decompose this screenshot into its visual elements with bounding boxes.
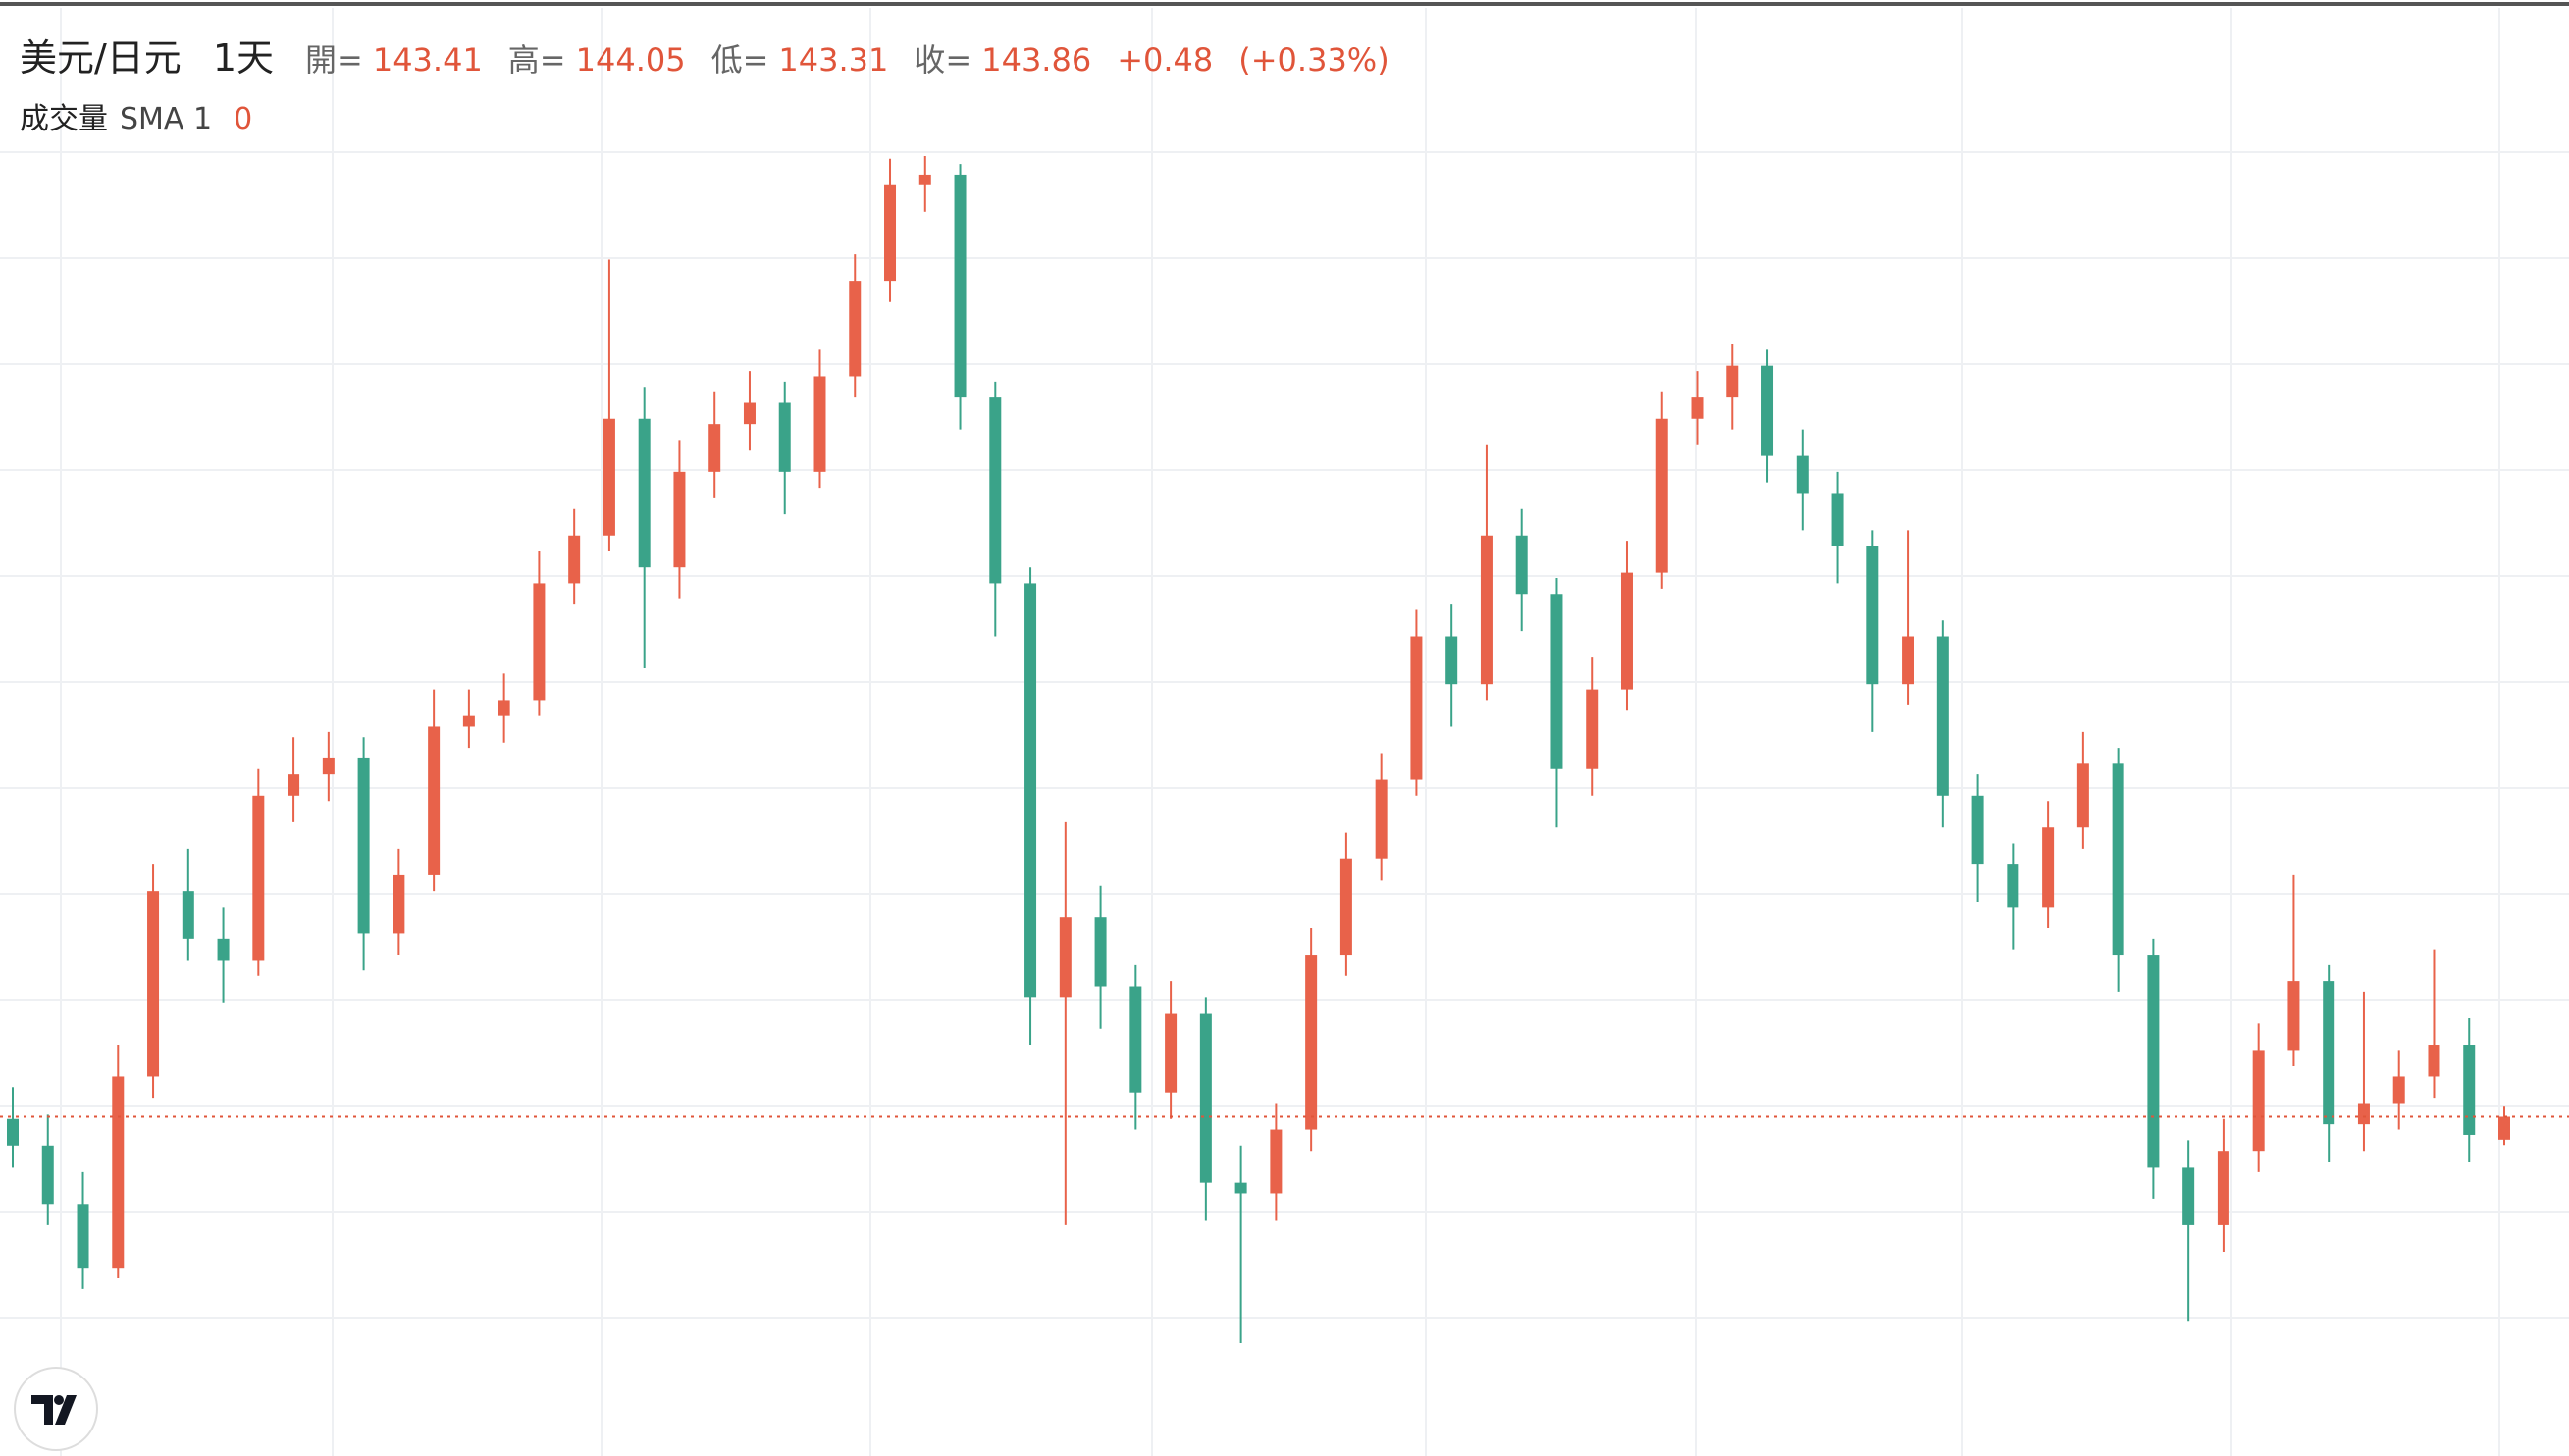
candle-body [1796, 455, 1809, 494]
candle-body [2287, 981, 2300, 1051]
candle-body [147, 891, 160, 1077]
change-pct: (+0.33%) [1238, 41, 1389, 78]
candle-body [217, 938, 230, 961]
candle-body [393, 874, 405, 934]
candle-body [357, 757, 370, 934]
candle-body [1059, 917, 1072, 998]
candle-body [2112, 763, 2124, 956]
candle-body [1971, 795, 1984, 865]
candle-body [533, 583, 546, 701]
high-label: 高= [507, 41, 566, 78]
candle-body [1305, 955, 1318, 1130]
candle-body [1726, 365, 1739, 398]
candle-body [954, 174, 967, 398]
candle-body [1094, 917, 1107, 987]
candle-body [428, 726, 441, 875]
candle-body [2357, 1103, 2370, 1125]
candle-body [1270, 1129, 1283, 1194]
candle-body [1515, 535, 1528, 595]
candle-body [77, 1204, 89, 1269]
candle-body [2323, 981, 2335, 1125]
candle-body [1480, 535, 1493, 685]
candle-body [673, 471, 686, 568]
volume-value: 0 [234, 102, 253, 136]
candle-body [288, 774, 300, 796]
candle-body [1586, 689, 1599, 769]
candle-body [1339, 858, 1352, 956]
candle-body [112, 1076, 125, 1269]
grid [0, 8, 2569, 1456]
candle-body [2182, 1167, 2195, 1225]
candle-body [1655, 418, 1668, 573]
candle-body [603, 418, 615, 536]
candle-body [1866, 546, 1879, 685]
candle-body [182, 891, 194, 939]
candle-body [1199, 1013, 1212, 1183]
candle-body [322, 757, 335, 775]
candle-body [2428, 1045, 2440, 1077]
candle-body [1620, 572, 1633, 690]
candle-body [708, 424, 721, 472]
candle-body [813, 376, 826, 472]
candle-body [638, 418, 651, 568]
close-label: 收= [914, 41, 972, 78]
candle-body [7, 1118, 19, 1146]
candle-body [778, 402, 791, 472]
candle-body [252, 795, 265, 961]
open-label: 開= [305, 41, 363, 78]
candle-body [884, 184, 897, 282]
candle-body [2392, 1076, 2405, 1104]
candle-body [2463, 1045, 2476, 1135]
candle-body [1902, 636, 1914, 685]
candle-body [2147, 955, 2160, 1168]
candle-body [2498, 1116, 2510, 1140]
low-label: 低= [710, 41, 769, 78]
candle-body [2217, 1151, 2229, 1225]
logo-dot [54, 1395, 64, 1405]
candle-body [1165, 1013, 1178, 1093]
candle-body [2252, 1050, 2265, 1152]
candle-body [2007, 864, 2019, 908]
change: +0.48 [1117, 41, 1214, 78]
candle-body [498, 700, 510, 716]
candle-body [849, 281, 862, 377]
candle-body [2042, 827, 2055, 908]
candle-body [1831, 493, 1844, 546]
candle-body [1024, 583, 1037, 998]
symbol[interactable]: 美元/日元 [20, 36, 182, 79]
close-value: 143.86 [981, 41, 1092, 78]
logo-circle[interactable] [14, 1367, 98, 1451]
interval[interactable]: 1天 [212, 36, 274, 79]
header: 美元/日元 1天 開= 143.41 高= 144.05 低= 143.31 收= 14… [20, 27, 1405, 81]
candles [0, 156, 2569, 1343]
candle-body [1761, 365, 1774, 456]
open-value: 143.41 [372, 41, 483, 78]
candle-body [1129, 986, 1142, 1093]
volume-indicator: SMA 1 [120, 102, 213, 136]
logo[interactable] [14, 1367, 98, 1451]
candle-body [1691, 397, 1704, 419]
candle-body [41, 1145, 54, 1205]
volume-label: 成交量 [20, 102, 108, 136]
candle-body [1445, 636, 1458, 685]
volume-legend: 成交量 SMA 1 0 [20, 94, 252, 137]
candle-body [989, 397, 1002, 584]
candle-body [1550, 594, 1563, 769]
low-value: 143.31 [778, 41, 889, 78]
logo-mark[interactable] [31, 1395, 77, 1425]
high-value: 144.05 [575, 41, 686, 78]
candle-body [918, 174, 931, 185]
candle-body [1936, 636, 1949, 796]
candle-body [1375, 779, 1388, 859]
candle-body [462, 715, 475, 727]
candle-body [568, 535, 581, 584]
candle-body [1234, 1182, 1247, 1194]
candle-body [1410, 636, 1423, 780]
candle-body [2076, 763, 2089, 828]
candle-body [743, 402, 756, 425]
